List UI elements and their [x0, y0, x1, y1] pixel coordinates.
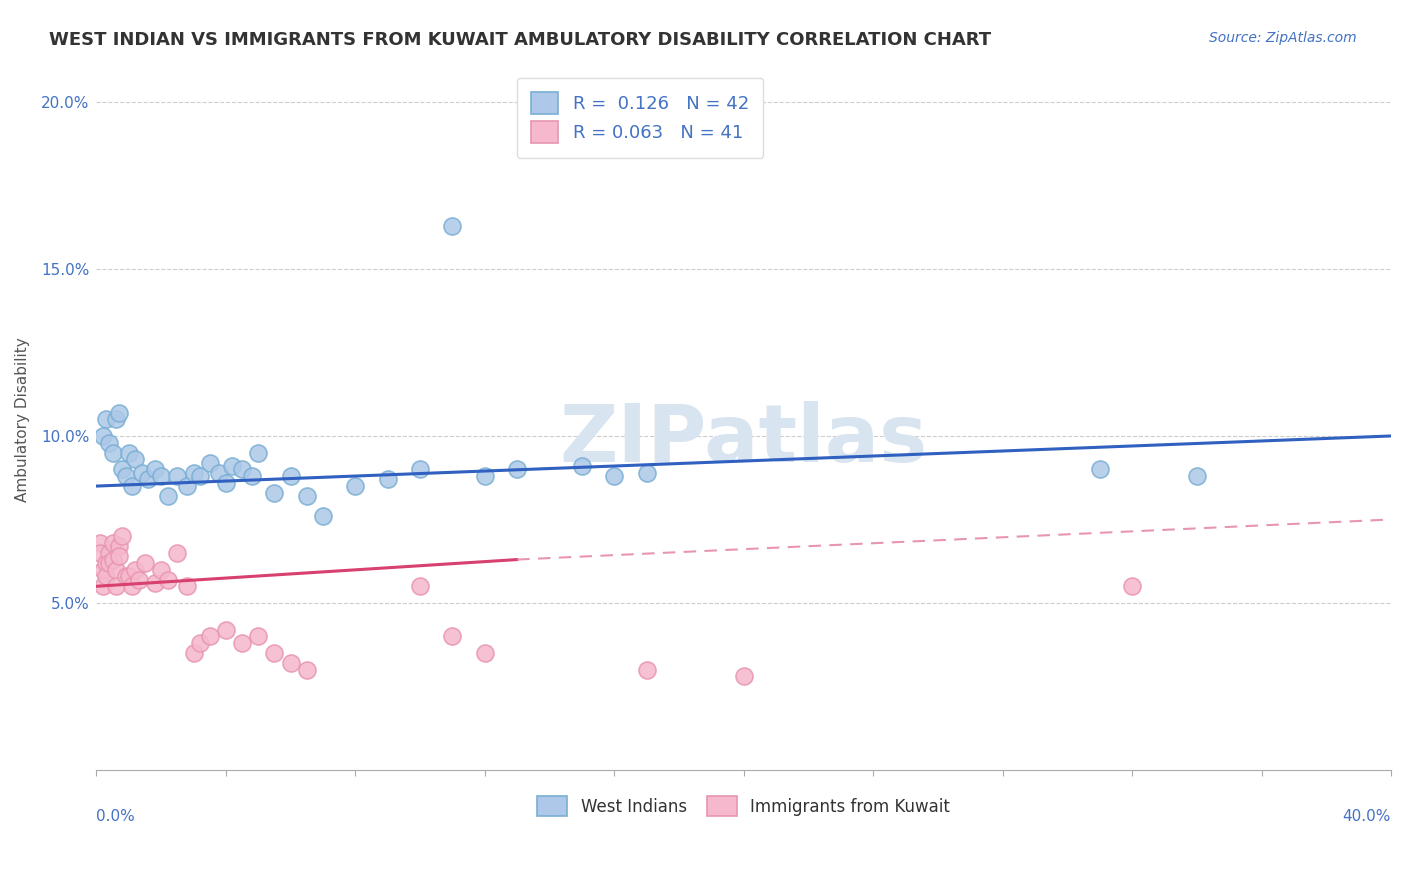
Point — [215, 475, 238, 490]
Point — [188, 469, 211, 483]
Text: ZIPatlas: ZIPatlas — [560, 401, 928, 479]
Point — [94, 412, 117, 426]
Point — [114, 469, 136, 483]
Point — [441, 629, 464, 643]
Point — [101, 552, 124, 566]
Point — [176, 479, 198, 493]
Point — [231, 636, 253, 650]
Point — [409, 462, 432, 476]
Point — [474, 469, 496, 483]
Point — [124, 452, 146, 467]
Point — [474, 646, 496, 660]
Point — [121, 479, 143, 493]
Point — [198, 456, 221, 470]
Point — [188, 636, 211, 650]
Point — [124, 563, 146, 577]
Point — [263, 485, 285, 500]
Point — [104, 579, 127, 593]
Point — [1088, 462, 1111, 476]
Point — [150, 469, 173, 483]
Point — [114, 569, 136, 583]
Point — [1185, 469, 1208, 483]
Text: WEST INDIAN VS IMMIGRANTS FROM KUWAIT AMBULATORY DISABILITY CORRELATION CHART: WEST INDIAN VS IMMIGRANTS FROM KUWAIT AM… — [49, 31, 991, 49]
Point — [166, 469, 188, 483]
Point — [143, 576, 166, 591]
Point — [131, 466, 153, 480]
Point — [183, 466, 205, 480]
Point — [240, 469, 263, 483]
Point — [183, 646, 205, 660]
Legend: West Indians, Immigrants from Kuwait: West Indians, Immigrants from Kuwait — [529, 788, 959, 825]
Point — [98, 556, 121, 570]
Point — [91, 563, 114, 577]
Point — [176, 579, 198, 593]
Point — [208, 466, 231, 480]
Point — [441, 219, 464, 233]
Point — [121, 579, 143, 593]
Point — [263, 646, 285, 660]
Point — [118, 445, 141, 459]
Point — [134, 556, 156, 570]
Point — [215, 623, 238, 637]
Point — [156, 489, 179, 503]
Point — [280, 469, 302, 483]
Point — [101, 445, 124, 459]
Point — [104, 563, 127, 577]
Point — [312, 509, 335, 524]
Point — [98, 435, 121, 450]
Point — [104, 412, 127, 426]
Point — [111, 462, 134, 476]
Point — [571, 458, 593, 473]
Point — [247, 445, 270, 459]
Text: 0.0%: 0.0% — [97, 808, 135, 823]
Point — [128, 573, 150, 587]
Point — [136, 472, 159, 486]
Point — [506, 462, 529, 476]
Y-axis label: Ambulatory Disability: Ambulatory Disability — [15, 337, 30, 501]
Point — [344, 479, 367, 493]
Point — [108, 549, 131, 564]
Point — [198, 629, 221, 643]
Point — [295, 489, 318, 503]
Point — [118, 569, 141, 583]
Point — [733, 669, 755, 683]
Point — [247, 629, 270, 643]
Point — [89, 546, 111, 560]
Point — [91, 429, 114, 443]
Point — [150, 563, 173, 577]
Point — [409, 579, 432, 593]
Point — [108, 406, 131, 420]
Point — [94, 569, 117, 583]
Point — [166, 546, 188, 560]
Point — [89, 536, 111, 550]
Point — [231, 462, 253, 476]
Point — [143, 462, 166, 476]
Point — [280, 656, 302, 670]
Point — [108, 539, 131, 553]
Point — [101, 536, 124, 550]
Point — [377, 472, 399, 486]
Point — [636, 663, 658, 677]
Point — [98, 546, 121, 560]
Point — [1121, 579, 1143, 593]
Point — [91, 579, 114, 593]
Point — [603, 469, 626, 483]
Point — [636, 466, 658, 480]
Text: 40.0%: 40.0% — [1343, 808, 1391, 823]
Point — [111, 529, 134, 543]
Point — [295, 663, 318, 677]
Point — [94, 556, 117, 570]
Point — [156, 573, 179, 587]
Point — [221, 458, 243, 473]
Text: Source: ZipAtlas.com: Source: ZipAtlas.com — [1209, 31, 1357, 45]
